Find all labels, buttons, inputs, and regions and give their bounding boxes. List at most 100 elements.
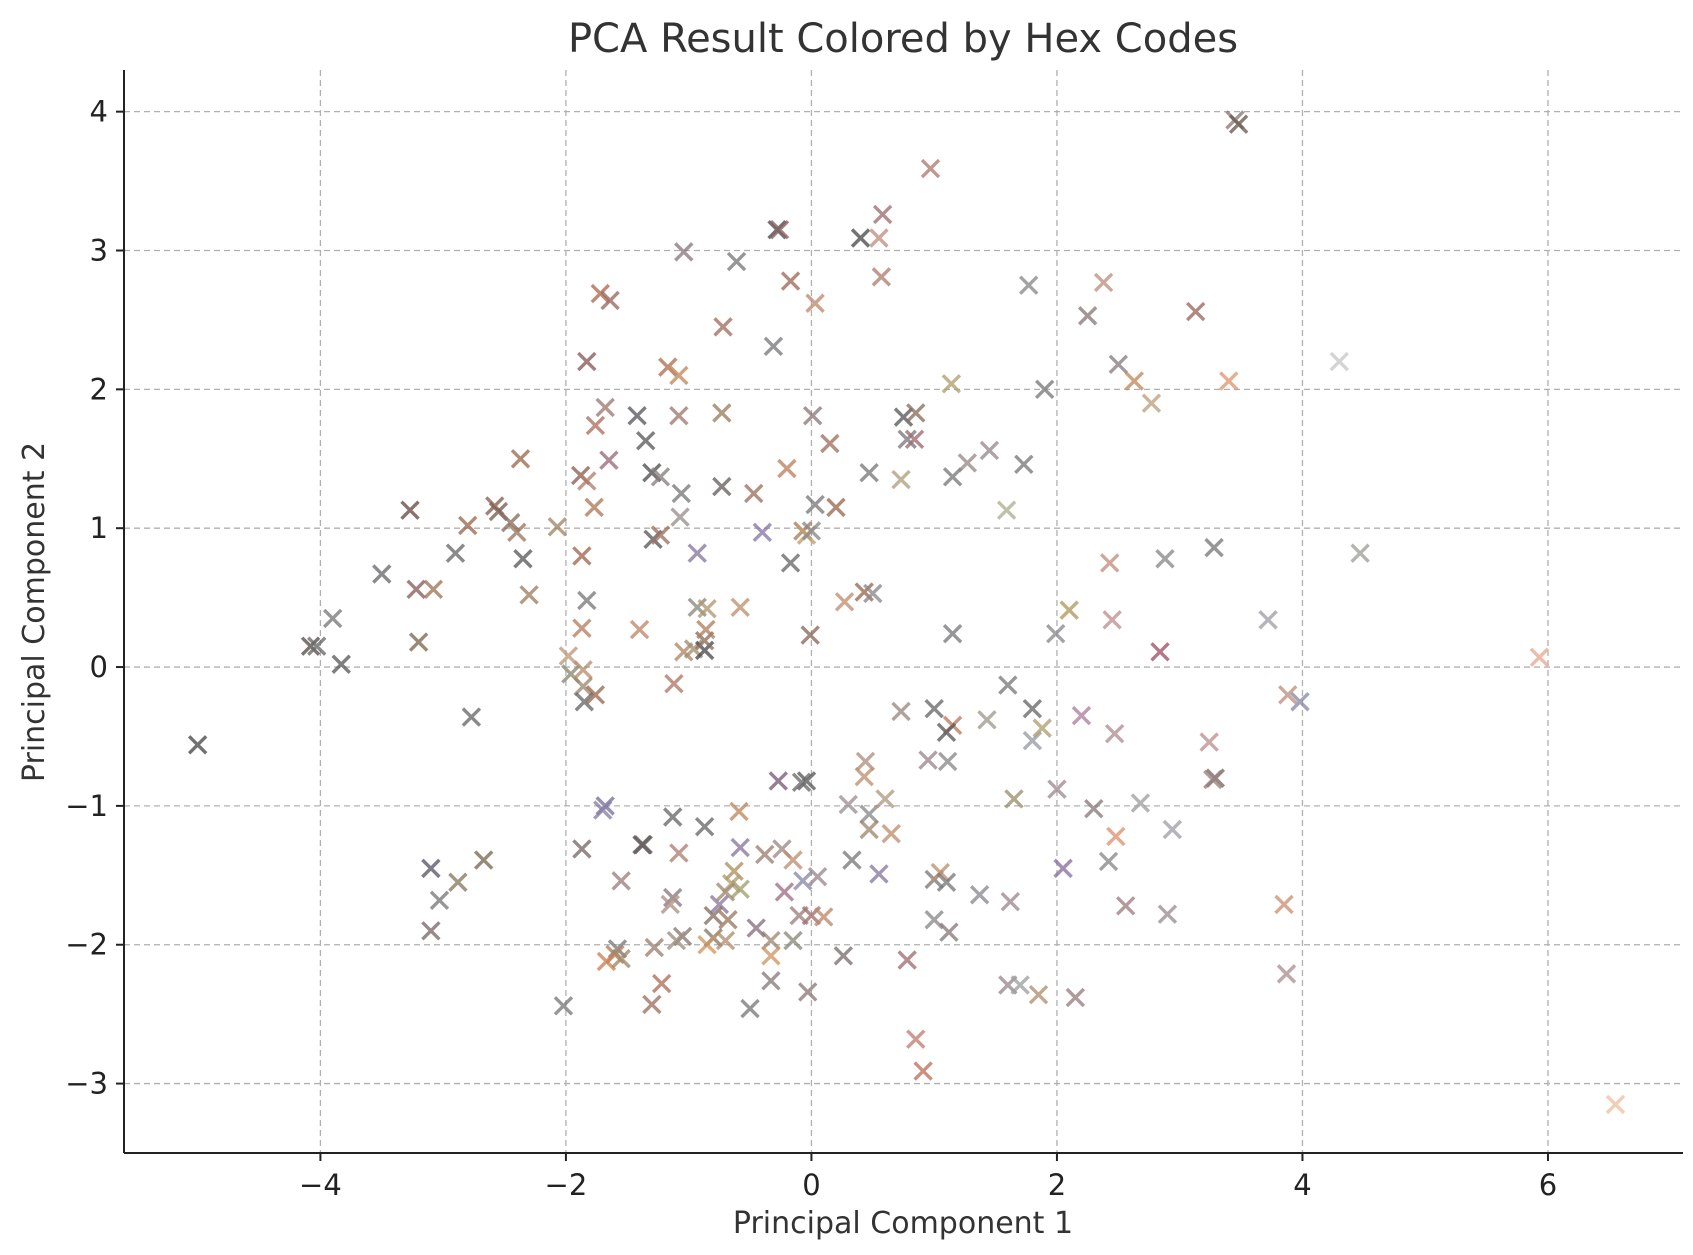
data-point: [769, 219, 790, 240]
chart-title: PCA Result Colored by Hex Codes: [568, 16, 1238, 62]
x-tick-label: 4: [1293, 1168, 1311, 1202]
data-point: [577, 351, 597, 372]
data-point: [644, 937, 665, 958]
data-point: [718, 910, 738, 930]
data-point: [670, 507, 690, 527]
grid: [124, 70, 1683, 1153]
data-point: [473, 850, 494, 870]
data-point: [712, 476, 732, 497]
x-axis-ticks: −4 −2 0 2 4 6: [299, 1153, 1557, 1202]
data-point: [510, 449, 531, 469]
data-point: [1032, 718, 1052, 738]
data-point: [300, 636, 321, 656]
data-point: [1529, 647, 1550, 668]
data-point: [942, 624, 963, 644]
data-point: [1059, 600, 1079, 620]
data-point: [904, 429, 925, 450]
data-point: [650, 467, 671, 487]
data-point: [651, 973, 672, 994]
data-point: [1204, 537, 1224, 558]
data-point: [941, 374, 962, 394]
data-point: [833, 946, 854, 966]
data-point: [744, 483, 764, 504]
data-point: [697, 599, 717, 619]
data-point: [729, 801, 749, 822]
data-point: [800, 625, 820, 645]
data-point: [1162, 819, 1183, 840]
data-point: [1290, 692, 1310, 712]
data-point: [611, 871, 631, 891]
data-point: [636, 431, 656, 451]
data-point: [859, 819, 879, 840]
data-point: [663, 807, 683, 827]
data-point: [783, 930, 803, 951]
data-point: [674, 242, 694, 262]
data-point: [869, 864, 889, 884]
data-point: [893, 407, 914, 427]
data-point: [930, 862, 951, 883]
data-point: [1203, 769, 1223, 790]
data-point: [1053, 858, 1073, 879]
data-point: [421, 858, 441, 879]
data-point: [1000, 891, 1020, 912]
data-point: [1157, 904, 1178, 924]
data-point: [1199, 732, 1219, 752]
data-point: [859, 462, 879, 483]
data-point: [774, 882, 795, 902]
data-point: [897, 950, 917, 970]
data-point: [937, 751, 958, 772]
data-point: [687, 543, 707, 563]
data-point: [842, 850, 862, 870]
data-point: [1124, 371, 1144, 391]
data-point: [1028, 985, 1049, 1005]
data-point: [979, 440, 1000, 461]
data-point: [826, 497, 846, 518]
data-point: [507, 522, 527, 543]
data-point: [593, 800, 613, 820]
data-point: [891, 701, 911, 722]
data-point: [513, 549, 533, 569]
data-point: [669, 365, 689, 386]
data-point: [669, 843, 689, 863]
data-point: [1106, 826, 1126, 847]
data-point: [906, 403, 926, 423]
data-point: [500, 512, 521, 533]
data-point: [1047, 779, 1067, 799]
data-point: [924, 698, 944, 719]
data-point: [642, 994, 662, 1015]
data-point: [421, 921, 441, 941]
data-point: [1093, 272, 1114, 293]
data-point: [807, 866, 828, 887]
data-point: [423, 579, 444, 599]
data-point: [1084, 798, 1104, 819]
data-point: [572, 618, 592, 638]
data-point: [1228, 114, 1249, 134]
data-point: [572, 839, 592, 859]
data-point: [1010, 975, 1030, 995]
data-point: [658, 357, 678, 377]
data-point: [913, 1061, 933, 1081]
data-point: [1141, 393, 1162, 413]
data-point: [891, 469, 911, 490]
data-point: [703, 905, 723, 926]
data-point: [408, 632, 429, 652]
y-tick-label: 1: [90, 511, 108, 545]
x-tick-label: 0: [802, 1168, 820, 1202]
data-point: [1329, 351, 1349, 372]
data-point: [461, 707, 482, 727]
data-point: [585, 685, 606, 705]
data-point: [834, 592, 855, 612]
data-point: [650, 525, 671, 545]
data-point: [458, 515, 478, 536]
data-point: [802, 406, 823, 426]
data-point: [726, 251, 747, 272]
data-point: [713, 317, 733, 337]
data-point: [590, 283, 610, 304]
data-point: [709, 894, 730, 915]
data-point: [871, 267, 892, 287]
data-points: [187, 110, 1626, 1115]
y-tick-label: −3: [65, 1067, 108, 1101]
data-point: [936, 722, 957, 742]
data-point: [850, 228, 871, 248]
